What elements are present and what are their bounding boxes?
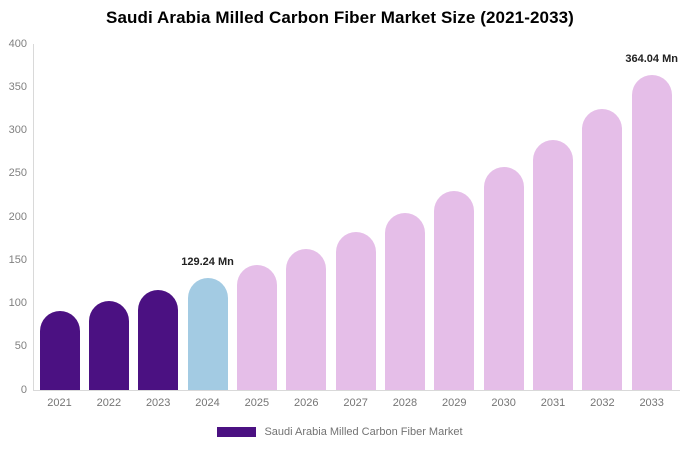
x-tick-label: 2031 (540, 397, 566, 409)
bar-2025 (236, 264, 277, 390)
legend-swatch (217, 427, 257, 437)
bar-2027 (335, 232, 376, 390)
bar-2030 (483, 167, 524, 390)
y-tick-label: 100 (8, 297, 27, 309)
bar-2031 (533, 139, 573, 390)
bar-2021 (39, 310, 80, 390)
bar-2023 (138, 290, 179, 390)
y-tick-label: 300 (8, 124, 27, 136)
y-tick-label: 50 (14, 340, 27, 353)
bar-2024 (187, 278, 228, 390)
data-label: 364.04 Mn (625, 53, 678, 66)
x-tick-label: 2025 (244, 397, 270, 409)
y-axis-line (33, 44, 34, 390)
legend-label: Saudi Arabia Milled Carbon Fiber Market (264, 426, 463, 438)
x-tick-label: 2026 (294, 397, 319, 409)
y-tick-label: 0 (20, 383, 27, 396)
x-tick-label: 2024 (195, 397, 220, 409)
bar-2029 (434, 191, 475, 390)
x-tick-label: 2028 (392, 397, 418, 409)
bar-2033 (631, 75, 672, 390)
x-tick-label: 2030 (491, 397, 516, 409)
bar-2032 (582, 109, 623, 390)
y-tick-label: 150 (8, 253, 27, 266)
x-axis-line (33, 390, 680, 391)
y-tick-label: 250 (8, 167, 27, 180)
data-label: 129.24 Mn (181, 256, 234, 269)
bar-2022 (88, 301, 129, 390)
x-tick-label: 2022 (96, 397, 122, 409)
x-tick-label: 2033 (639, 397, 664, 409)
y-tick-label: 350 (8, 80, 27, 93)
bar-2026 (286, 249, 327, 390)
x-tick-label: 2021 (47, 397, 72, 409)
legend: Saudi Arabia Milled Carbon Fiber Market (0, 426, 680, 438)
x-tick-label: 2029 (442, 397, 467, 409)
y-tick-label: 200 (8, 210, 27, 223)
x-tick-label: 2032 (590, 397, 615, 409)
x-tick-label: 2023 (145, 397, 171, 409)
chart-title: Saudi Arabia Milled Carbon Fiber Market … (106, 8, 574, 27)
bar-2028 (384, 212, 425, 390)
x-tick-label: 2027 (343, 397, 368, 409)
y-tick-label: 400 (8, 37, 27, 50)
